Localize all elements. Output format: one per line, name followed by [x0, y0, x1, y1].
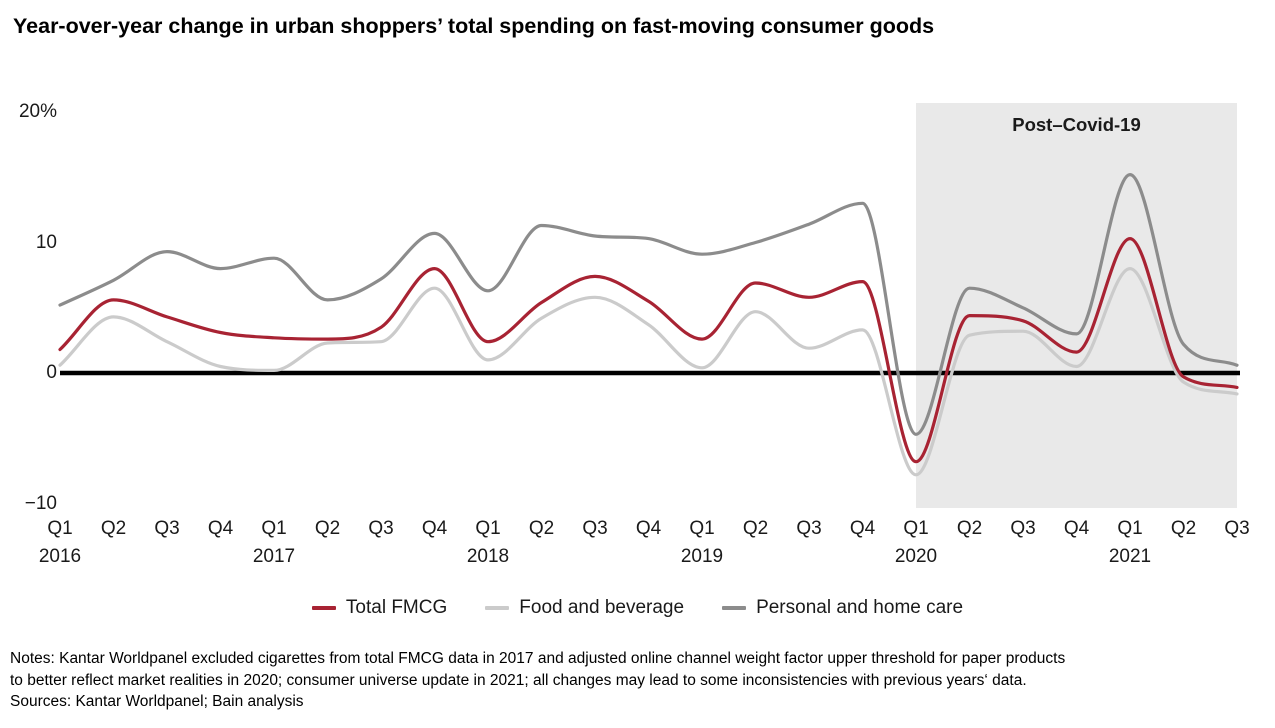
- year-label-2019: 2019: [680, 546, 724, 567]
- x-tick-2016-q4: Q4: [207, 518, 234, 539]
- x-tick-2021-q1: Q1: [1117, 518, 1143, 539]
- x-tick-2019-q3: Q3: [796, 518, 822, 539]
- series-line-total-fmcg: [58, 237, 1239, 464]
- notes-line-2: to better reflect market realities in 20…: [10, 671, 1027, 689]
- footnotes: Notes: Kantar Worldpanel excluded cigare…: [10, 648, 1065, 713]
- x-tick-2016-q1: Q1: [47, 518, 73, 539]
- legend-item-food-and-beverage: Food and beverage: [485, 597, 684, 619]
- post-covid-annotation: Post–Covid-19: [1012, 114, 1141, 135]
- year-label-2020: 2020: [894, 546, 938, 567]
- y-tick-20: 20%: [18, 101, 57, 122]
- series-line-food-and-beverage: [58, 267, 1239, 477]
- series-line-personal-and-home-care: [58, 173, 1239, 436]
- x-tick-2017-q2: Q2: [314, 518, 341, 539]
- y-tick-0: 0: [46, 362, 57, 383]
- x-tick-2018-q2: Q2: [528, 518, 555, 539]
- legend-swatch-food-and-beverage: [485, 606, 510, 610]
- x-tick-2019-q1: Q1: [689, 518, 715, 539]
- x-tick-2021-q3: Q3: [1224, 518, 1250, 539]
- legend-label-food-and-beverage: Food and beverage: [519, 597, 685, 618]
- post-covid-shade: [916, 103, 1237, 508]
- x-tick-2019-q4: Q4: [849, 518, 876, 539]
- x-tick-2020-q1: Q1: [903, 518, 929, 539]
- legend-swatch-total-fmcg: [311, 606, 336, 610]
- y-tick-10: −10: [24, 492, 57, 514]
- x-tick-2016-q3: Q3: [154, 518, 180, 539]
- notes-line-1: Notes: Kantar Worldpanel excluded cigare…: [10, 650, 1066, 667]
- legend-item-personal-and-home-care: Personal and home care: [722, 597, 963, 619]
- x-tick-2017-q3: Q3: [368, 518, 394, 539]
- x-tick-2017-q4: Q4: [421, 518, 448, 539]
- x-tick-2018-q4: Q4: [635, 518, 662, 539]
- legend-label-personal-and-home-care: Personal and home care: [756, 597, 964, 618]
- x-tick-2016-q2: Q2: [100, 518, 127, 539]
- year-label-2016: 2016: [38, 546, 82, 567]
- legend-swatch-personal-and-home-care: [722, 606, 747, 610]
- x-tick-2017-q1: Q1: [261, 518, 287, 539]
- legend-label-total-fmcg: Total FMCG: [345, 597, 448, 618]
- year-label-2021: 2021: [1108, 546, 1152, 567]
- x-tick-2020-q3: Q3: [1010, 518, 1036, 539]
- x-tick-2021-q2: Q2: [1170, 518, 1197, 539]
- year-label-2018: 2018: [466, 546, 510, 567]
- sources-line: Sources: Kantar Worldpanel; Bain analysi…: [10, 693, 304, 710]
- x-tick-2020-q4: Q4: [1063, 518, 1090, 539]
- x-tick-2018-q3: Q3: [582, 518, 608, 539]
- y-tick-10: 10: [35, 231, 57, 253]
- chart-title: Year-over-year change in urban shoppers’…: [13, 14, 935, 38]
- x-tick-2019-q2: Q2: [742, 518, 769, 539]
- legend: Total FMCG Food and beverage Personal and …: [0, 597, 1275, 619]
- legend-item-total-fmcg: Total FMCG: [311, 597, 448, 619]
- year-label-2017: 2017: [252, 546, 296, 567]
- x-tick-2020-q2: Q2: [956, 518, 983, 539]
- x-tick-2018-q1: Q1: [475, 518, 501, 539]
